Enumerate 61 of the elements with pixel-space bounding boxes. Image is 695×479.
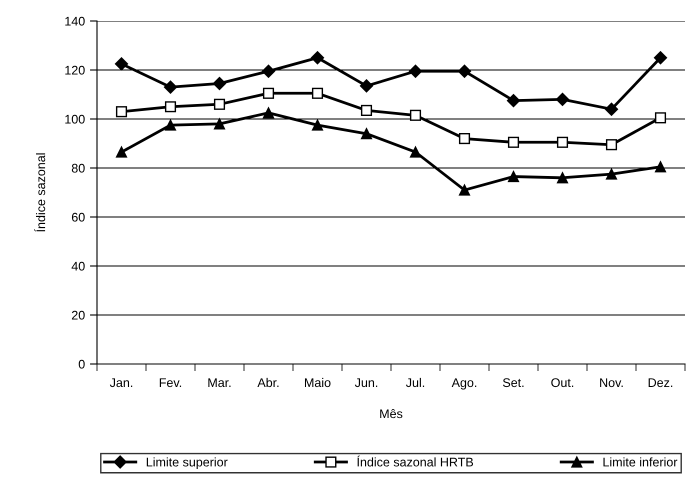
point (360, 104, 372, 116)
point (164, 120, 176, 131)
point (506, 94, 520, 108)
point (410, 110, 422, 121)
x-tick-label: Out. (551, 378, 574, 388)
point (214, 118, 226, 130)
point (360, 79, 374, 93)
x-tick-label: Dez. (648, 378, 672, 388)
y-tick-label: 40 (72, 262, 85, 271)
point (360, 128, 372, 140)
y-tick-label: 140 (65, 16, 85, 26)
point (312, 120, 324, 131)
point (556, 172, 568, 184)
point (212, 76, 226, 90)
y-tick-label: 120 (65, 66, 85, 75)
point (408, 64, 422, 78)
x-tick-label: Jan. (110, 378, 132, 388)
point (654, 51, 668, 64)
x-axis-title: Mês (380, 408, 402, 418)
point (654, 161, 666, 172)
y-tick-label: 20 (72, 310, 85, 320)
point (604, 102, 618, 116)
point (214, 98, 226, 110)
point (654, 112, 666, 124)
point (458, 184, 470, 196)
x-tick-label: Ago. (452, 378, 476, 390)
y-tick-label: 80 (72, 164, 85, 173)
point (606, 168, 618, 180)
x-tick-label: Nov. (600, 378, 623, 388)
point (262, 107, 274, 118)
point (606, 139, 618, 150)
point (508, 136, 520, 148)
legend-label: Índice sazonal HRTB (357, 456, 474, 467)
point (556, 92, 570, 106)
y-tick-label: 100 (65, 114, 85, 124)
point (312, 88, 324, 99)
point (262, 88, 274, 99)
y-tick-label: 0 (78, 360, 85, 369)
x-tick-label: Maio (304, 378, 331, 388)
point (164, 80, 178, 94)
legend-label: Limite inferior (603, 457, 678, 467)
point (556, 136, 568, 148)
x-tick-label: Set. (502, 378, 524, 388)
legend-label: Limite superior (146, 457, 228, 469)
point (508, 171, 520, 182)
y-axis-title: Índice sazonal (34, 153, 46, 232)
y-tick-label: 60 (72, 212, 85, 222)
x-tick-label: Fev. (160, 378, 182, 388)
x-tick-label: Jul. (406, 378, 424, 388)
point (458, 64, 472, 78)
point (114, 57, 128, 70)
x-tick-label: Jun. (354, 378, 378, 388)
point (410, 146, 422, 158)
point (116, 106, 128, 118)
point (310, 51, 324, 64)
x-tick-label: Abr. (257, 378, 278, 388)
point (164, 101, 176, 112)
point (458, 133, 470, 144)
point (116, 146, 128, 158)
x-tick-label: Mar. (208, 378, 231, 388)
point (262, 64, 276, 78)
